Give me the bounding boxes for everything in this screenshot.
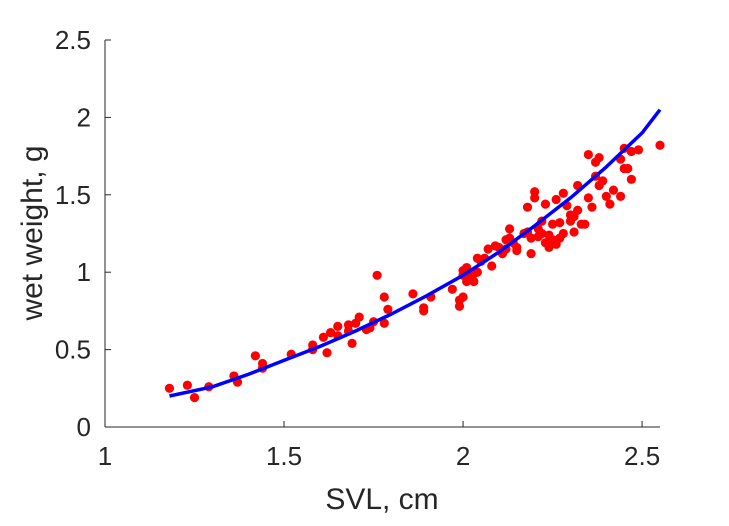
data-point <box>379 292 389 302</box>
data-point <box>182 380 192 390</box>
data-point <box>547 219 558 229</box>
y-tick-label: 0.5 <box>55 335 91 365</box>
data-point <box>601 191 611 201</box>
data-point <box>318 332 329 342</box>
data-point <box>623 163 633 174</box>
y-tick-label: 0 <box>77 412 91 442</box>
data-point <box>530 187 540 197</box>
data-point <box>325 327 336 338</box>
data-point <box>626 146 636 157</box>
data-point <box>343 320 354 330</box>
data-point <box>551 194 561 205</box>
y-tick-label: 2.5 <box>55 25 91 55</box>
data-point <box>322 348 332 358</box>
data-point <box>580 219 590 229</box>
data-point <box>544 242 554 253</box>
data-point <box>526 233 536 243</box>
data-point <box>419 303 429 313</box>
data-point <box>505 224 515 234</box>
data-point <box>512 242 522 253</box>
x-tick-label: 1 <box>98 441 112 471</box>
x-tick-label: 1.5 <box>266 441 302 471</box>
data-point <box>555 218 565 228</box>
data-point <box>383 304 393 314</box>
data-point <box>605 199 615 209</box>
data-point <box>164 383 175 393</box>
data-point <box>487 261 497 271</box>
y-tick-label: 1 <box>77 257 91 287</box>
fit-curve-line <box>169 108 662 398</box>
axes-group: 1 1.5 2 2.5 0 0.5 1 1.5 2 2.5 <box>55 25 660 471</box>
data-point <box>633 145 644 155</box>
data-point <box>250 351 260 361</box>
data-point <box>540 199 551 209</box>
data-point <box>379 318 389 328</box>
points-group <box>164 140 665 403</box>
data-point <box>594 153 604 163</box>
data-point <box>558 188 568 198</box>
data-point <box>333 321 343 331</box>
y-axis-label: wet weight, g <box>16 145 49 321</box>
x-tick-label: 2 <box>456 441 470 471</box>
data-point <box>189 392 200 403</box>
data-point <box>608 185 619 195</box>
data-point <box>458 292 468 302</box>
data-point <box>587 202 597 212</box>
data-point <box>537 228 547 239</box>
data-point <box>583 149 593 160</box>
data-point <box>655 140 665 150</box>
data-point <box>469 276 479 287</box>
data-point <box>522 202 533 212</box>
data-point <box>598 176 608 186</box>
data-point <box>526 249 536 259</box>
data-point <box>483 244 493 254</box>
data-point <box>447 284 457 294</box>
data-point <box>347 338 357 349</box>
x-axis-label: SVL, cm <box>325 483 438 516</box>
data-point <box>372 270 382 280</box>
data-point <box>354 312 364 322</box>
data-point <box>583 193 593 203</box>
data-point <box>573 205 583 215</box>
data-point <box>626 174 636 184</box>
data-point <box>558 228 568 239</box>
data-point <box>616 191 626 201</box>
fit-line-group <box>169 108 662 398</box>
y-tick-label: 2 <box>77 102 91 132</box>
x-tick-label: 2.5 <box>624 441 660 471</box>
data-point <box>408 289 418 299</box>
data-point <box>472 267 482 277</box>
data-point <box>569 227 579 237</box>
y-tick-label: 1.5 <box>55 180 91 210</box>
